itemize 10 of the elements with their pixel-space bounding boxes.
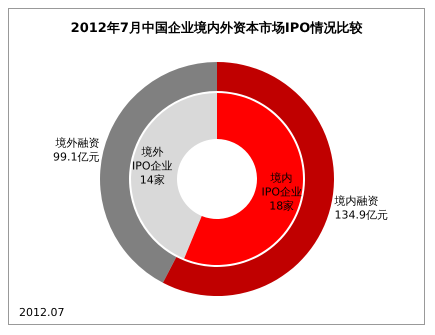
data-label: 134.9亿元 [334,208,388,222]
slice-label: 境内融资 [334,194,379,208]
slice-label: 境外融资 [54,136,100,150]
slice-label: 境外 IPO企业 [132,146,173,173]
data-label: 18家 [269,199,294,212]
data-label: 99.1亿元 [52,150,100,164]
chart-title: 2012年7月中国企业境内外资本市场IPO情况比较 [70,20,364,36]
text: 2012.07 [19,306,64,319]
slice-label: 境内 IPO企业 [261,171,302,198]
data-label: 14家 [140,174,165,187]
